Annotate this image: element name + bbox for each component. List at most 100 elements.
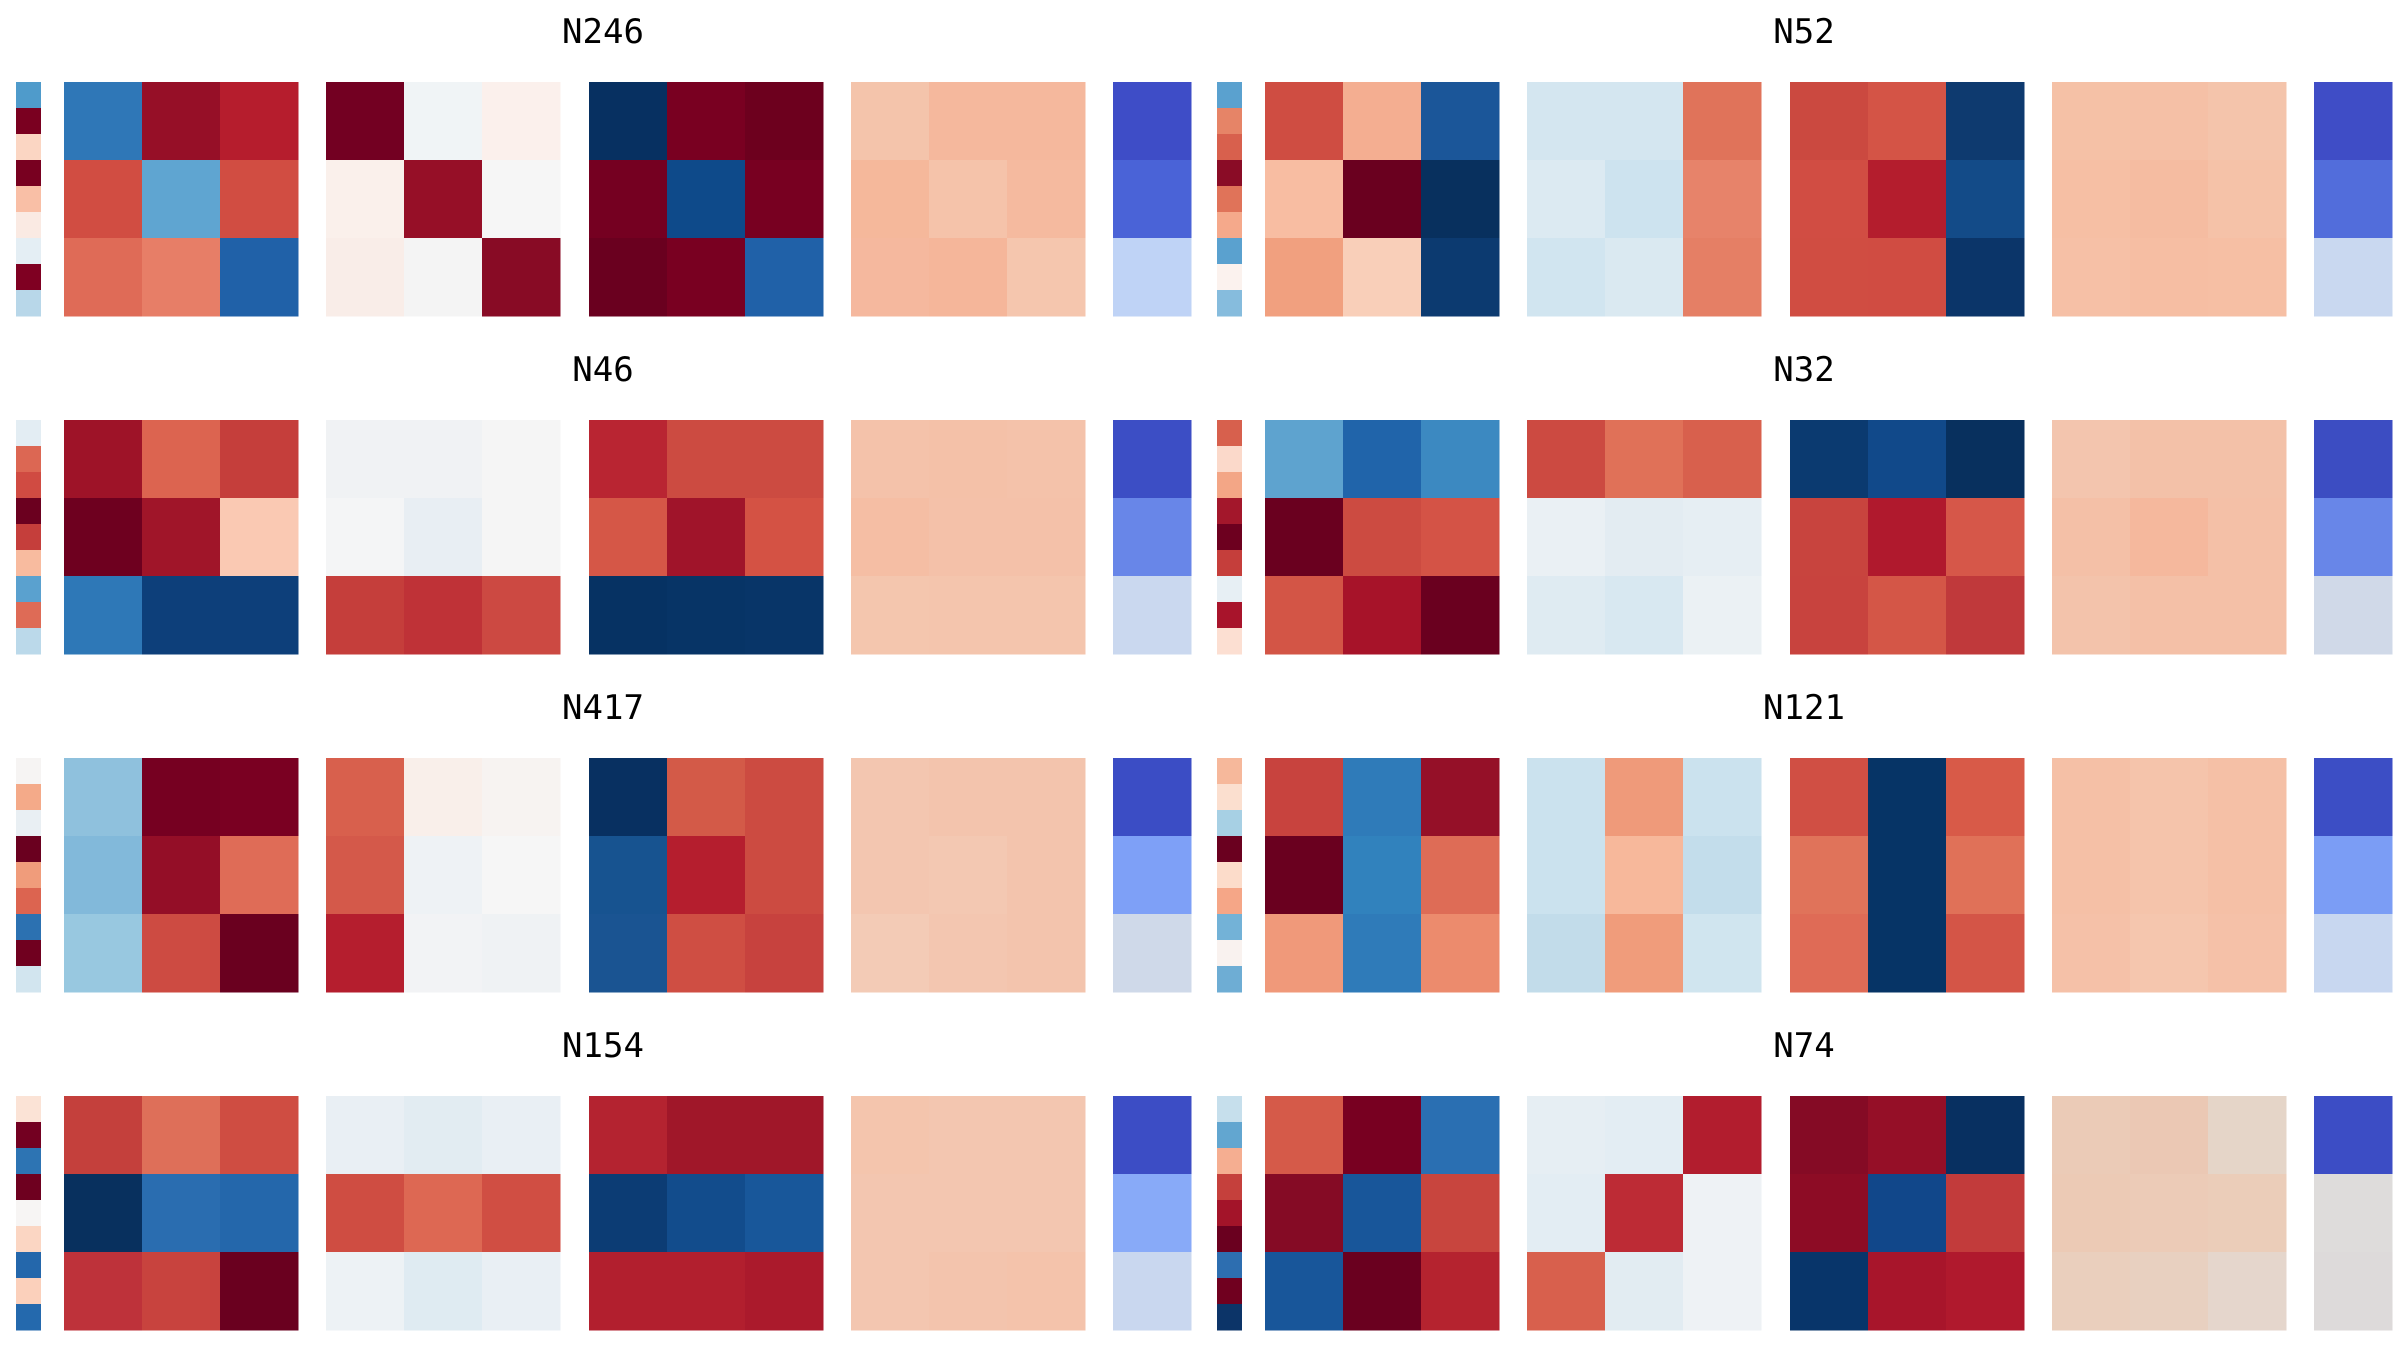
panel-n417-matrix-4-cell-0-0 <box>851 758 930 837</box>
panel-n46-matrix-3-cell-0-0 <box>589 420 668 499</box>
panel-n46-matrix-4-cell-0-2 <box>1007 420 1086 499</box>
panel-n154-matrix-1-cell-0-1 <box>142 1096 221 1175</box>
panel-n121-matrix-3-cell-1-2 <box>1946 836 2025 915</box>
panel-n46-matrix-4-cell-1-1 <box>929 498 1008 577</box>
panel-n52-matrix-3-cell-2-2 <box>1946 238 2025 317</box>
panel-n154-matrix-1-cell-2-2 <box>220 1252 299 1331</box>
panel-n74-matrix-3-cell-1-1 <box>1868 1174 1947 1253</box>
panel-n74-matrix-3-cell-1-2 <box>1946 1174 2025 1253</box>
panel-n246-matrix-4-cell-0-1 <box>929 82 1008 161</box>
panel-n154-matrix-1-cell-1-2 <box>220 1174 299 1253</box>
panel-n32-matrix-4-cell-0-0 <box>2052 420 2131 499</box>
panel-n121-matrix-4-cell-2-1 <box>2130 914 2209 993</box>
panel-n154-matrix-4-cell-2-2 <box>1007 1252 1086 1331</box>
panel-n74-matrix-1-cell-2-0 <box>1265 1252 1344 1331</box>
panel-n417-strip-cell-1 <box>16 784 41 811</box>
panel-n32-matrix-3-cell-2-1 <box>1868 576 1947 655</box>
panel-n74-matrix-3-cell-2-2 <box>1946 1252 2025 1331</box>
panel-n32-matrix-2-cell-2-1 <box>1605 576 1684 655</box>
panel-n417-title: N417 <box>562 688 644 728</box>
panel-n246-matrix-2-cell-2-0 <box>326 238 405 317</box>
panel-n52-matrix-1-cell-1-1 <box>1343 160 1422 239</box>
panel-n46-matrix-1-cell-0-1 <box>142 420 221 499</box>
panel-n46-matrix-2-cell-0-0 <box>326 420 405 499</box>
panel-n121-matrix-4-cell-2-2 <box>2208 914 2287 993</box>
panel-n121-matrix-2-cell-0-2 <box>1683 758 1762 837</box>
panel-n46-strip-cell-1 <box>16 446 41 473</box>
panel-n121-matrix-4-cell-0-0 <box>2052 758 2131 837</box>
panel-n121-strip-cell-2 <box>1217 810 1242 837</box>
panel-n52-matrix-2-cell-1-0 <box>1527 160 1606 239</box>
panel-n74-matrix-1-cell-1-0 <box>1265 1174 1344 1253</box>
panel-n52-matrix-1-cell-2-1 <box>1343 238 1422 317</box>
panel-n121-matrix-3-cell-2-0 <box>1790 914 1869 993</box>
panel-n74-strip-cell-7 <box>1217 1278 1242 1305</box>
panel-n32-strip-cell-1 <box>1217 446 1242 473</box>
panel-n52-matrix-4-cell-0-0 <box>2052 82 2131 161</box>
panel-n52-matrix-3-cell-1-0 <box>1790 160 1869 239</box>
panel-n32-title: N32 <box>1773 350 1834 390</box>
panel-n32-matrix-4-cell-2-2 <box>2208 576 2287 655</box>
panel-n246-matrix-2-cell-2-2 <box>482 238 561 317</box>
panel-n154-matrix-2-cell-2-2 <box>482 1252 561 1331</box>
panel-n74-matrix-5-cell-0-0 <box>2314 1096 2393 1175</box>
panel-n154-matrix-4-cell-1-0 <box>851 1174 930 1253</box>
panel-n74-matrix-4-cell-0-0 <box>2052 1096 2131 1175</box>
panel-n52-matrix-2-cell-2-0 <box>1527 238 1606 317</box>
panel-n74-matrix-4-cell-1-1 <box>2130 1174 2209 1253</box>
panel-n121-matrix-2-cell-2-0 <box>1527 914 1606 993</box>
panel-n52-matrix-3-cell-1-1 <box>1868 160 1947 239</box>
panel-n46-matrix-2-cell-1-1 <box>404 498 483 577</box>
panel-n74-matrix-2-cell-2-1 <box>1605 1252 1684 1331</box>
panel-n46-strip-cell-0 <box>16 420 41 447</box>
panel-n46-matrix-1-cell-1-0 <box>64 498 143 577</box>
panel-n74-matrix-4-cell-1-2 <box>2208 1174 2287 1253</box>
panel-n417-strip-cell-0 <box>16 758 41 785</box>
panel-n32-matrix-1-cell-2-1 <box>1343 576 1422 655</box>
panel-n121-matrix-2-cell-0-1 <box>1605 758 1684 837</box>
panel-n52-matrix-1-cell-0-1 <box>1343 82 1422 161</box>
panel-n74-matrix-2-cell-0-0 <box>1527 1096 1606 1175</box>
panel-n154-matrix-2-cell-2-0 <box>326 1252 405 1331</box>
panel-n121-title: N121 <box>1763 688 1845 728</box>
panel-n246-strip-cell-6 <box>16 238 41 265</box>
panel-n246-strip-cell-4 <box>16 186 41 213</box>
panel-n32-matrix-3-cell-2-0 <box>1790 576 1869 655</box>
panel-n74-matrix-2-cell-0-1 <box>1605 1096 1684 1175</box>
panel-n121-matrix-4-cell-1-2 <box>2208 836 2287 915</box>
panel-n74-matrix-3-cell-2-0 <box>1790 1252 1869 1331</box>
panel-n417-matrix-2-cell-1-0 <box>326 836 405 915</box>
panel-n32-strip-cell-6 <box>1217 576 1242 603</box>
panel-n417-matrix-3-cell-0-2 <box>745 758 824 837</box>
panel-n52-matrix-3-cell-2-0 <box>1790 238 1869 317</box>
panel-n417-matrix-1-cell-1-1 <box>142 836 221 915</box>
panel-n32-strip-cell-3 <box>1217 498 1242 525</box>
panel-n52-matrix-5-cell-2-0 <box>2314 238 2393 317</box>
panel-n417-matrix-3-cell-0-0 <box>589 758 668 837</box>
panel-n154-strip-cell-1 <box>16 1122 41 1149</box>
panel-n246-matrix-1-cell-0-1 <box>142 82 221 161</box>
panel-n121-matrix-3-cell-0-2 <box>1946 758 2025 837</box>
panel-n417-matrix-5-cell-1-0 <box>1113 836 1192 915</box>
panel-n154-matrix-4-cell-2-1 <box>929 1252 1008 1331</box>
panel-n32-matrix-1-cell-1-2 <box>1421 498 1500 577</box>
panel-n74-matrix-3-cell-2-1 <box>1868 1252 1947 1331</box>
panel-n74-strip-cell-5 <box>1217 1226 1242 1253</box>
panel-n417-strip-cell-2 <box>16 810 41 837</box>
panel-n46-matrix-4-cell-0-0 <box>851 420 930 499</box>
panel-n46-matrix-1-cell-1-1 <box>142 498 221 577</box>
panel-n74-matrix-3-cell-1-0 <box>1790 1174 1869 1253</box>
panel-n46-matrix-3-cell-0-2 <box>745 420 824 499</box>
panel-n417-matrix-4-cell-1-0 <box>851 836 930 915</box>
panel-n154-matrix-5-cell-0-0 <box>1113 1096 1192 1175</box>
panel-n46-matrix-2-cell-1-0 <box>326 498 405 577</box>
panel-n32-matrix-1-cell-1-0 <box>1265 498 1344 577</box>
panel-n32-matrix-5-cell-2-0 <box>2314 576 2393 655</box>
panel-n32-matrix-2-cell-1-0 <box>1527 498 1606 577</box>
panel-n121-matrix-4-cell-0-2 <box>2208 758 2287 837</box>
panel-n154-matrix-3-cell-1-1 <box>667 1174 746 1253</box>
panel-n32-matrix-2-cell-0-2 <box>1683 420 1762 499</box>
panel-n154-matrix-1-cell-0-2 <box>220 1096 299 1175</box>
panel-n121-matrix-1-cell-2-1 <box>1343 914 1422 993</box>
panel-n74-matrix-1-cell-0-0 <box>1265 1096 1344 1175</box>
